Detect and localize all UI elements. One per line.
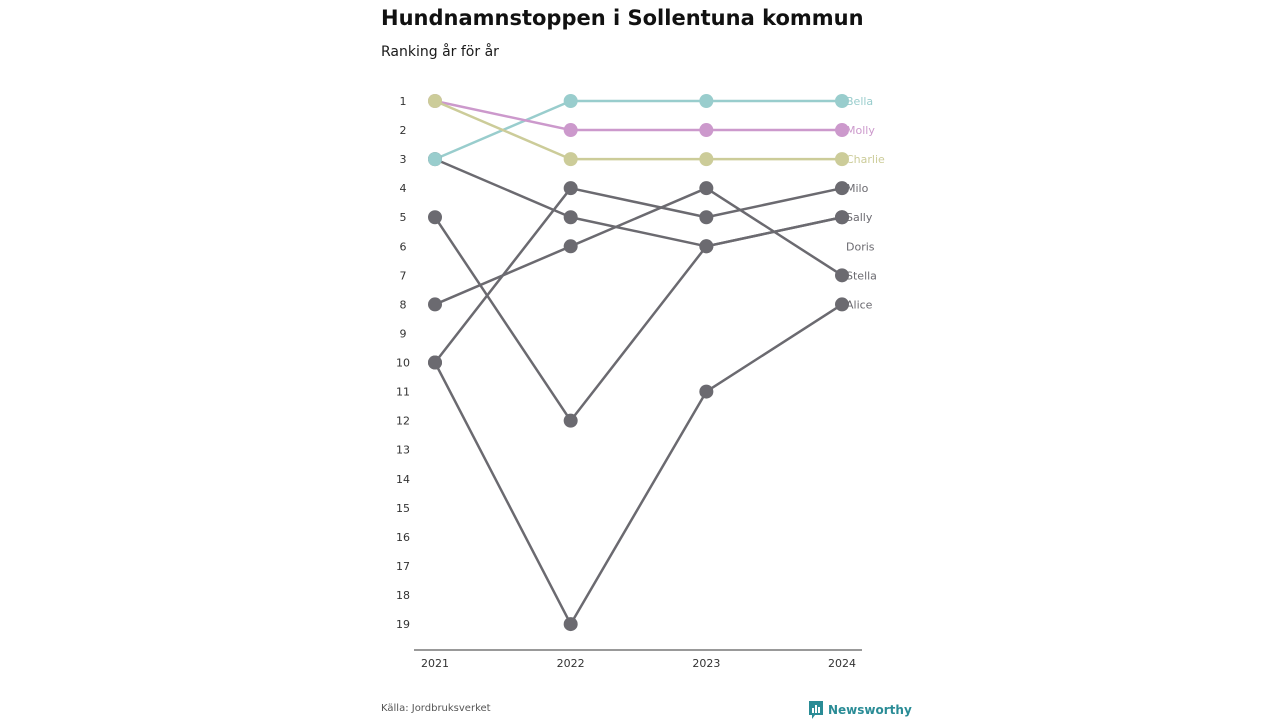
y-tick-label: 14 xyxy=(396,473,410,486)
chart-title: Hundnamnstoppen i Sollentuna kommun xyxy=(381,6,864,30)
data-point xyxy=(835,181,850,196)
data-point xyxy=(835,210,850,225)
x-tick-label: 2024 xyxy=(828,657,856,670)
data-point xyxy=(699,210,714,225)
y-tick-label: 9 xyxy=(400,327,407,340)
y-tick-label: 7 xyxy=(400,269,407,282)
data-point xyxy=(563,152,578,167)
y-tick-label: 1 xyxy=(400,95,407,108)
series-label: Stella xyxy=(846,269,877,282)
data-point xyxy=(835,268,850,283)
y-tick-label: 19 xyxy=(396,618,410,631)
series-line xyxy=(434,99,843,132)
data-point xyxy=(835,152,850,167)
series-labels: Bella Molly Charlie Milo Sally Doris Stella Ali… xyxy=(846,95,885,311)
series-label: Milo xyxy=(846,182,869,195)
data-point xyxy=(428,152,442,167)
series-label: Bella xyxy=(846,95,873,108)
data-point xyxy=(835,297,850,312)
data-point xyxy=(699,384,714,399)
x-tick-label: 2022 xyxy=(557,657,585,670)
data-point xyxy=(699,239,714,254)
data-point xyxy=(699,152,714,167)
y-tick-label: 6 xyxy=(400,240,407,253)
data-point xyxy=(428,210,442,225)
data-point xyxy=(563,181,578,196)
data-point xyxy=(563,123,578,138)
data-point xyxy=(563,210,578,225)
source-note: Källa: Jordbruksverket xyxy=(381,703,491,714)
data-point xyxy=(563,617,578,632)
data-point xyxy=(699,94,714,108)
y-tick-label: 15 xyxy=(396,502,410,515)
series-label: Charlie xyxy=(846,153,885,166)
y-tick-label: 4 xyxy=(400,182,407,195)
series-line xyxy=(433,216,843,422)
series-line xyxy=(434,186,843,306)
series-label: Alice xyxy=(846,298,873,311)
y-tick-label: 5 xyxy=(400,211,407,224)
series-label: Doris xyxy=(846,240,875,253)
data-point xyxy=(835,123,850,138)
y-tick-label: 2 xyxy=(400,124,407,137)
axes: 2021 2022 2023 2024123456789101112131415161… xyxy=(396,95,862,670)
brand-name: Newsworthy xyxy=(828,703,912,717)
series-label: Molly xyxy=(846,124,875,137)
data-point xyxy=(699,181,714,196)
data-point xyxy=(563,94,578,108)
series-label: Sally xyxy=(846,211,873,224)
y-tick-label: 10 xyxy=(396,357,410,370)
y-tick-label: 11 xyxy=(396,386,410,399)
chart-subtitle: Ranking år för år xyxy=(381,44,499,60)
y-tick-label: 17 xyxy=(396,560,410,573)
y-tick-label: 3 xyxy=(400,153,407,166)
y-tick-label: 8 xyxy=(400,298,407,311)
data-point xyxy=(563,239,578,254)
y-tick-label: 12 xyxy=(396,415,410,428)
series-line xyxy=(433,303,843,626)
data-point xyxy=(428,355,442,370)
x-tick-label: 2021 xyxy=(421,657,449,670)
series-line xyxy=(434,186,843,364)
data-point xyxy=(428,297,442,312)
brand-logo[interactable]: Newsworthy xyxy=(809,701,912,719)
y-tick-label: 18 xyxy=(396,589,410,602)
newsworthy-logo-icon xyxy=(809,701,823,719)
data-point xyxy=(835,94,850,108)
y-tick-label: 16 xyxy=(396,531,410,544)
y-tick-label: 13 xyxy=(396,444,410,457)
series-lines xyxy=(433,99,843,626)
data-point xyxy=(563,413,578,428)
x-tick-label: 2023 xyxy=(692,657,720,670)
data-point xyxy=(699,123,714,138)
data-point xyxy=(428,94,442,108)
series-line xyxy=(434,99,843,161)
series-points xyxy=(428,94,850,632)
